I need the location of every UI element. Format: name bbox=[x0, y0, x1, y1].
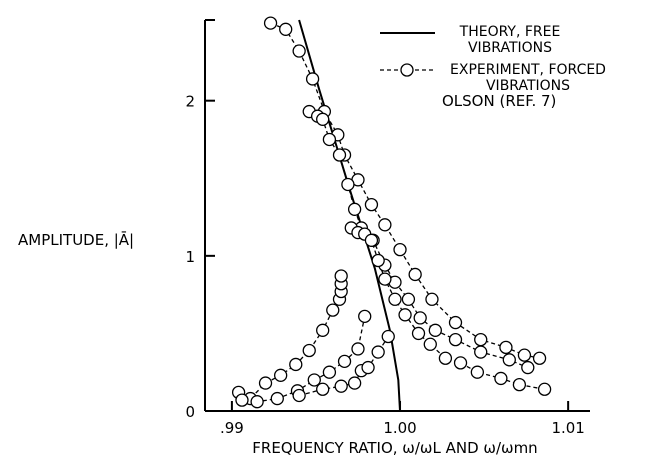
data-point bbox=[347, 376, 362, 390]
data-point bbox=[388, 292, 402, 306]
data-point bbox=[334, 269, 348, 283]
data-point bbox=[305, 72, 320, 86]
data-point bbox=[408, 267, 422, 282]
data-point bbox=[438, 351, 453, 365]
data-point bbox=[292, 388, 306, 403]
data-point bbox=[322, 132, 337, 147]
y-tick-label: 0 bbox=[185, 403, 195, 421]
x-tick-label: 1.00 bbox=[383, 419, 416, 437]
data-point bbox=[423, 337, 437, 351]
x-tick-label: .99 bbox=[220, 419, 244, 437]
data-point bbox=[270, 391, 284, 406]
data-point bbox=[502, 353, 516, 367]
data-point bbox=[274, 368, 288, 382]
data-point bbox=[470, 365, 485, 379]
data-point bbox=[453, 356, 468, 370]
data-point bbox=[425, 292, 439, 306]
y-axis-label: AMPLITUDE, |Ā| bbox=[18, 231, 134, 249]
data-point bbox=[316, 323, 330, 337]
series-line bbox=[298, 19, 401, 412]
data-point bbox=[378, 218, 392, 232]
annotation: OLSON (REF. 7) bbox=[442, 92, 556, 110]
data-point bbox=[512, 377, 527, 392]
data-point bbox=[289, 357, 303, 372]
data-point bbox=[334, 379, 348, 393]
y-tick-label: 1 bbox=[185, 248, 195, 266]
data-point bbox=[316, 382, 330, 396]
data-point bbox=[413, 311, 427, 325]
data-point bbox=[521, 360, 535, 375]
data-point bbox=[263, 16, 278, 30]
data-point bbox=[371, 345, 385, 359]
data-point bbox=[393, 242, 407, 257]
data-point bbox=[448, 315, 463, 330]
data-point bbox=[364, 197, 379, 212]
data-point bbox=[474, 345, 488, 359]
data-point bbox=[302, 343, 316, 358]
data-point bbox=[532, 351, 547, 365]
data-point bbox=[428, 323, 442, 337]
data-point bbox=[494, 371, 508, 386]
x-tick-label: 1.01 bbox=[551, 419, 584, 437]
data-point bbox=[358, 309, 372, 324]
data-point bbox=[517, 348, 532, 362]
legend-label: EXPERIMENT, FORCED VIBRATIONS bbox=[450, 62, 606, 94]
data-point bbox=[378, 272, 392, 286]
data-point bbox=[279, 22, 293, 36]
data-point bbox=[326, 303, 340, 317]
data-point bbox=[347, 202, 362, 216]
data-point bbox=[307, 373, 321, 387]
data-point bbox=[499, 340, 513, 355]
data-point bbox=[337, 354, 352, 368]
x-axis-label: FREQUENCY RATIO, ω/ωL AND ω/ωmn bbox=[252, 439, 537, 457]
data-point bbox=[292, 44, 306, 58]
data-point bbox=[332, 148, 347, 162]
legend-label: THEORY, FREE VIBRATIONS bbox=[459, 24, 561, 56]
data-point bbox=[401, 292, 416, 306]
data-point bbox=[316, 112, 330, 126]
data-point bbox=[398, 308, 412, 322]
data-point bbox=[448, 332, 463, 347]
data-point bbox=[250, 395, 264, 409]
data-point bbox=[258, 376, 273, 390]
data-point bbox=[361, 360, 375, 375]
data-point bbox=[381, 329, 395, 344]
data-point bbox=[364, 233, 379, 247]
data-point bbox=[341, 177, 355, 192]
y-tick-label: 2 bbox=[185, 93, 195, 111]
data-point bbox=[235, 393, 249, 407]
legend-marker bbox=[400, 63, 414, 77]
data-point bbox=[474, 332, 488, 347]
data-point bbox=[351, 342, 365, 356]
data-point bbox=[371, 253, 385, 268]
data-point bbox=[411, 326, 426, 341]
data-point bbox=[322, 365, 337, 379]
data-point bbox=[537, 382, 552, 396]
series-line bbox=[238, 22, 545, 403]
